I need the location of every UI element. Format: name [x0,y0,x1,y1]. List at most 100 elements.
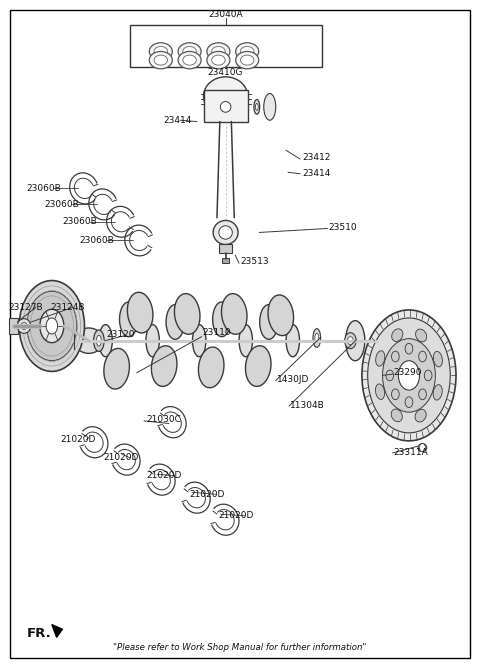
Ellipse shape [94,330,104,351]
Text: 23410G: 23410G [208,68,243,77]
Text: 21020D: 21020D [60,435,96,444]
Ellipse shape [264,94,276,120]
Circle shape [383,339,435,412]
Text: FR.: FR. [26,627,51,640]
Bar [222,258,229,263]
Ellipse shape [254,100,260,114]
Circle shape [19,281,84,371]
Text: 23060B: 23060B [79,236,114,245]
Ellipse shape [220,102,231,112]
Ellipse shape [375,384,384,399]
Circle shape [420,444,425,452]
Ellipse shape [192,325,206,357]
Ellipse shape [346,321,365,361]
Text: 23124B: 23124B [50,303,85,312]
Ellipse shape [198,347,224,387]
Circle shape [362,310,456,441]
Circle shape [419,389,426,399]
Text: 23311A: 23311A [394,448,428,458]
Circle shape [398,361,420,390]
Text: 21020D: 21020D [103,453,139,462]
Text: 23110: 23110 [203,328,231,337]
Ellipse shape [151,346,177,386]
Text: 23414: 23414 [163,116,192,125]
Text: 23412: 23412 [302,153,331,162]
Ellipse shape [418,444,427,452]
Ellipse shape [99,325,112,357]
Ellipse shape [174,294,200,334]
Ellipse shape [183,46,196,57]
Ellipse shape [21,323,27,329]
Text: 23060B: 23060B [26,184,61,193]
Text: 21030C: 21030C [146,415,181,424]
Ellipse shape [286,325,300,357]
Bar [130,25,322,67]
Polygon shape [52,625,62,637]
Circle shape [27,291,77,361]
Text: 23414: 23414 [302,169,331,178]
Ellipse shape [392,329,403,341]
Text: 23040A: 23040A [208,10,243,19]
Text: 23290: 23290 [394,368,422,377]
Ellipse shape [154,46,168,57]
Ellipse shape [213,220,238,244]
Ellipse shape [127,293,153,333]
Ellipse shape [268,295,294,335]
Ellipse shape [245,346,271,386]
Bar [204,90,248,122]
Circle shape [392,351,399,362]
Text: 21020D: 21020D [218,511,254,520]
Ellipse shape [376,351,385,366]
Ellipse shape [313,329,321,347]
Ellipse shape [104,349,130,389]
Ellipse shape [221,294,247,334]
Circle shape [405,397,413,407]
Ellipse shape [207,43,230,60]
Text: 21020D: 21020D [190,490,225,499]
Text: "Please refer to Work Shop Manual for further information": "Please refer to Work Shop Manual for fu… [113,643,367,653]
Text: 23510: 23510 [329,222,358,232]
Ellipse shape [120,302,138,337]
Ellipse shape [416,329,427,342]
Ellipse shape [433,385,442,400]
Ellipse shape [96,335,101,346]
Ellipse shape [149,51,172,69]
Circle shape [405,343,413,354]
Bar [9,318,18,334]
Ellipse shape [239,325,252,357]
Ellipse shape [213,302,231,337]
Text: 23060B: 23060B [44,200,79,209]
Circle shape [386,370,394,381]
Text: 11304B: 11304B [290,401,325,410]
Text: 21020D: 21020D [146,471,182,480]
Circle shape [424,370,432,381]
Ellipse shape [204,77,248,116]
Circle shape [419,351,426,362]
Text: 23120: 23120 [107,329,135,339]
Ellipse shape [240,55,254,65]
Circle shape [348,337,353,345]
Circle shape [40,309,64,343]
Ellipse shape [154,55,168,65]
Ellipse shape [149,43,172,60]
Ellipse shape [219,226,232,239]
Circle shape [368,318,450,433]
Circle shape [345,333,356,349]
Ellipse shape [433,351,443,367]
Ellipse shape [17,319,31,333]
Ellipse shape [260,305,278,339]
Ellipse shape [240,46,254,57]
Ellipse shape [74,328,103,353]
Text: 23060B: 23060B [62,217,97,226]
Ellipse shape [207,51,230,69]
Text: 1430JD: 1430JD [277,375,309,384]
Ellipse shape [178,43,201,60]
Ellipse shape [146,325,159,357]
Ellipse shape [183,55,196,65]
Ellipse shape [391,409,402,422]
Circle shape [392,389,399,399]
Ellipse shape [236,51,259,69]
Ellipse shape [415,409,426,422]
Bar [219,244,232,253]
Ellipse shape [315,333,319,343]
